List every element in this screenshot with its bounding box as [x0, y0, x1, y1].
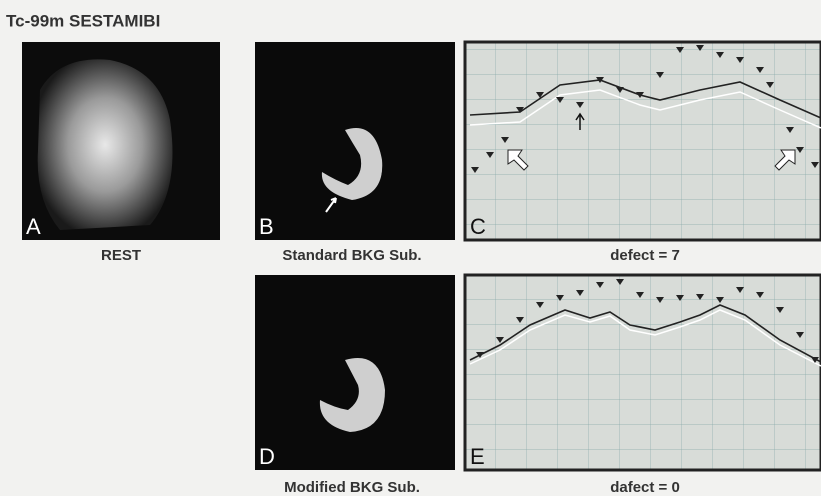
panel-caption: REST [101, 247, 141, 264]
panel-e: E dafect = 0 [465, 275, 821, 496]
grid [465, 42, 821, 240]
figure-title: Tc-99m SESTAMIBI [6, 11, 160, 30]
panel-letter: C [470, 214, 486, 239]
grid [465, 275, 821, 470]
panel-d: D Modified BKG Sub. [255, 275, 455, 496]
panel-caption: Modified BKG Sub. [284, 479, 420, 496]
panel-a: A REST [22, 42, 220, 264]
panel-b: B Standard BKG Sub. [255, 42, 455, 264]
panel-letter: A [26, 214, 41, 239]
panel-caption: Standard BKG Sub. [282, 247, 421, 264]
panel-letter: E [470, 444, 485, 469]
panel-letter: D [259, 444, 275, 469]
panel-c: C defect = 7 [465, 42, 821, 264]
panel-caption: defect = 7 [610, 247, 680, 264]
figure: Tc-99m SESTAMIBI A REST B Standard BKG S… [0, 0, 821, 496]
panel-letter: B [259, 214, 274, 239]
heart-image [38, 59, 173, 230]
panel-caption: dafect = 0 [610, 479, 680, 496]
